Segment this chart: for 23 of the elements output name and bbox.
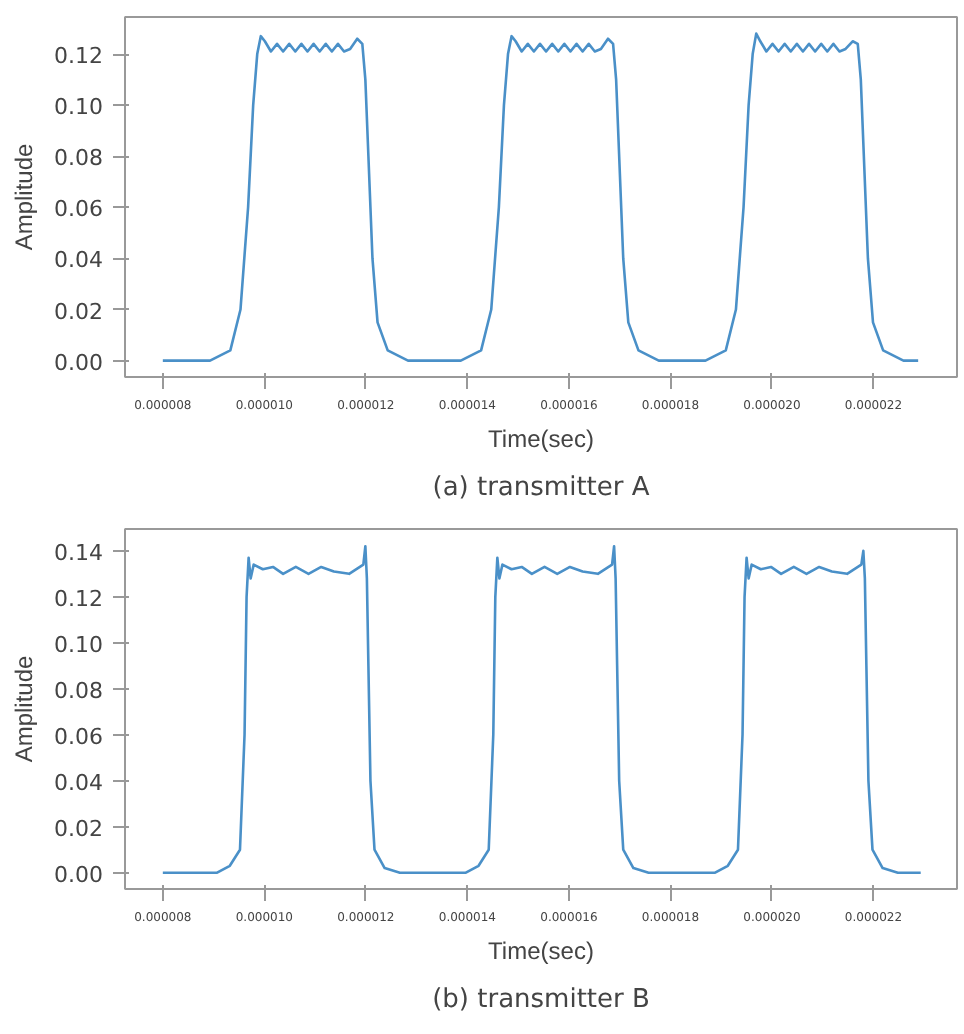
x-axis-title: Time(sec): [488, 425, 594, 453]
y-tick-label: 0.10: [54, 631, 104, 658]
x-axis-title: Time(sec): [488, 937, 594, 965]
y-tick-label: 0.04: [54, 247, 104, 274]
text: (a) transmitter A: [432, 473, 650, 503]
y-tick-label: 0.04: [54, 769, 104, 796]
y-tick-label: 0.02: [54, 298, 104, 325]
y-tick-label: 0.06: [54, 196, 104, 223]
y-tick-label: 0.10: [54, 94, 104, 121]
line-series: [161, 544, 922, 874]
y-tick-label: 0.00: [54, 349, 104, 376]
y-tick-label: 0.00: [54, 861, 104, 888]
y-tick-label: 0.02: [54, 815, 104, 842]
y-tick-label: 0.12: [54, 43, 104, 70]
y-axis-title: Amplitude: [10, 654, 39, 763]
text: (b) transmitter B: [432, 985, 650, 1015]
y-tick-label: 0.12: [54, 585, 104, 612]
line-series: [161, 32, 920, 362]
y-tick-label: 0.14: [54, 539, 104, 566]
y-tick-label: 0.08: [54, 677, 104, 704]
y-axis-title: Amplitude: [10, 142, 39, 251]
y-tick-label: 0.08: [54, 145, 104, 172]
y-tick-label: 0.06: [54, 723, 104, 750]
